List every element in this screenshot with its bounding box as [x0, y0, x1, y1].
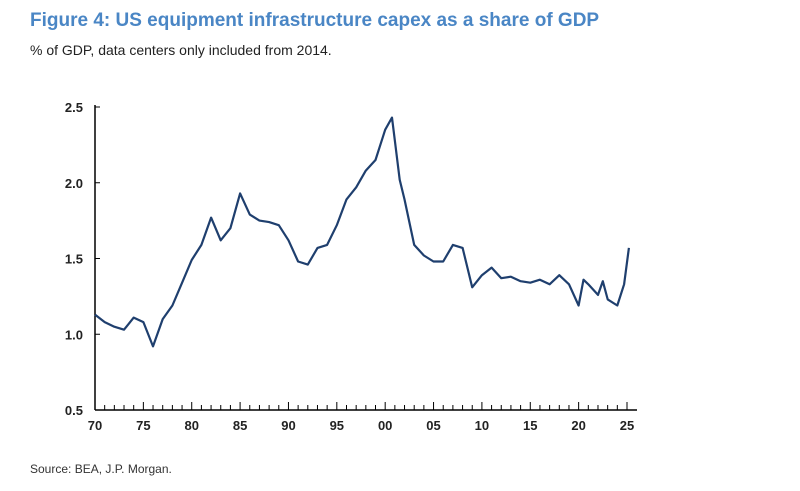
y-tick-label: 2.5	[65, 100, 83, 115]
x-tick-label: 85	[233, 418, 247, 433]
x-tick-label: 00	[378, 418, 392, 433]
y-tick-label: 0.5	[65, 403, 83, 418]
x-tick-label: 25	[620, 418, 634, 433]
x-tick-label: 80	[184, 418, 198, 433]
x-tick-label: 95	[330, 418, 344, 433]
chart-subtitle: % of GDP, data centers only included fro…	[30, 42, 332, 58]
x-tick-label: 10	[475, 418, 489, 433]
x-tick-label: 90	[281, 418, 295, 433]
y-tick-label: 2.0	[65, 176, 83, 191]
x-tick-label: 75	[136, 418, 150, 433]
chart-title: Figure 4: US equipment infrastructure ca…	[30, 10, 600, 31]
x-tick-label: 15	[523, 418, 537, 433]
y-tick-label: 1.5	[65, 252, 83, 267]
x-tick-label: 20	[571, 418, 585, 433]
series-line	[94, 116, 630, 348]
x-tick-label: 05	[426, 418, 440, 433]
source-note: Source: BEA, J.P. Morgan.	[30, 462, 172, 476]
x-tick-label: 70	[88, 418, 102, 433]
y-tick-label: 1.0	[65, 327, 83, 342]
